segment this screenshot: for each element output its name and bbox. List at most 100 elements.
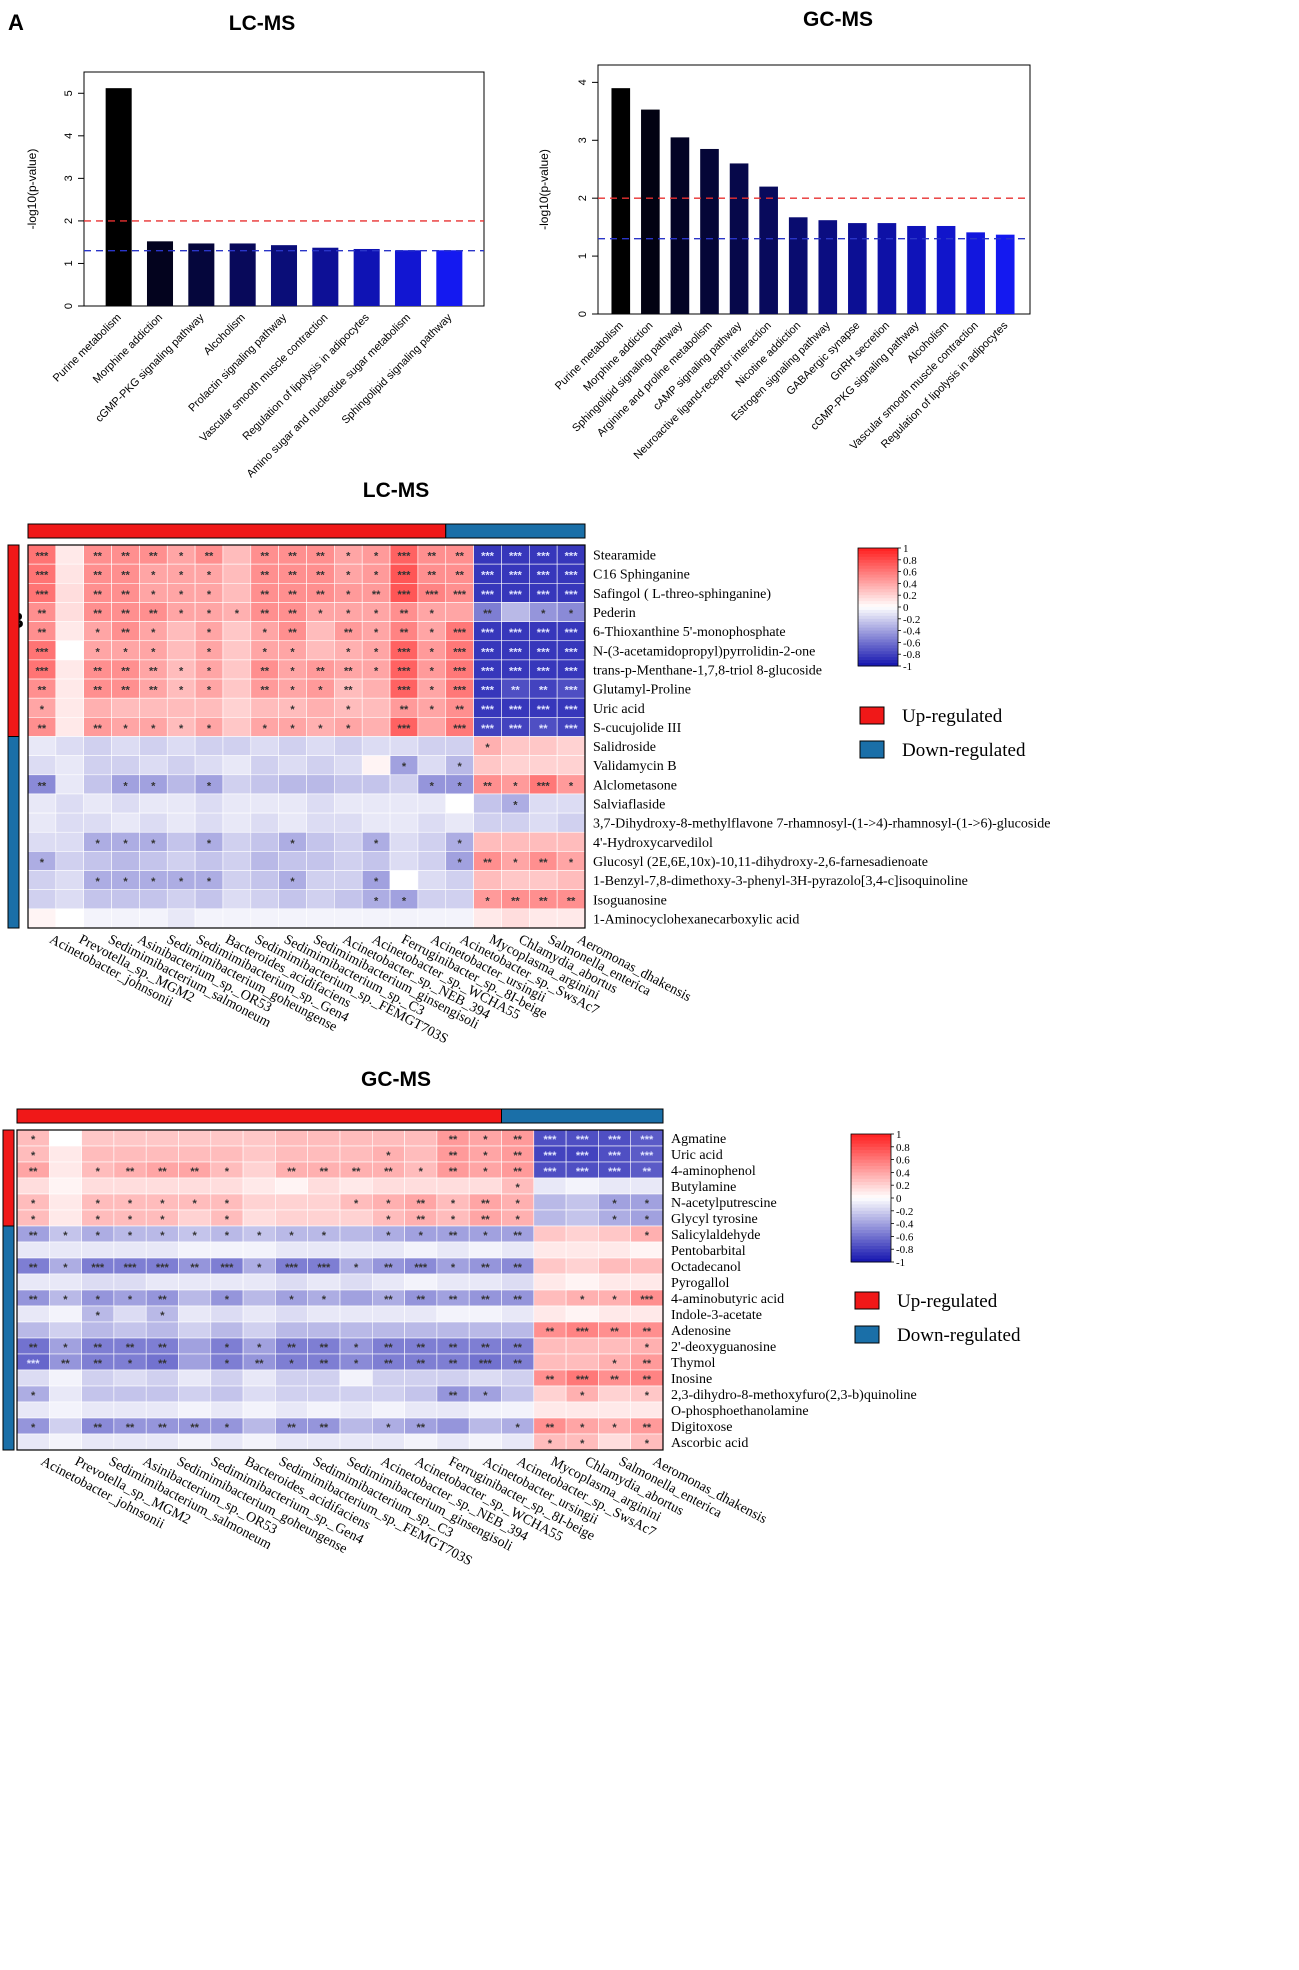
legend-swatch-up	[859, 706, 885, 725]
heatmap-cell	[445, 908, 474, 929]
colorbar-segment	[858, 598, 898, 602]
y-tick-label: 4	[63, 133, 75, 139]
bar	[353, 248, 380, 306]
heatmap-cell	[55, 889, 84, 910]
significance-mark: *	[207, 723, 212, 735]
heatmap-cell	[371, 1401, 405, 1419]
row-label: N-acetylputrescine	[671, 1196, 777, 1211]
significance-mark: **	[288, 627, 297, 639]
significance-mark: **	[455, 704, 464, 716]
significance-mark: *	[374, 838, 379, 850]
significance-mark: **	[316, 570, 325, 582]
significance-mark: *	[346, 589, 351, 601]
colorbar-segment	[858, 577, 898, 581]
bar	[966, 232, 985, 314]
heatmap-cell	[404, 1145, 438, 1163]
heatmap-cell	[278, 851, 307, 871]
heatmap-cell	[339, 1417, 373, 1435]
significance-mark: *	[513, 800, 518, 812]
heatmap-cell	[222, 563, 252, 584]
significance-mark: *	[386, 1214, 391, 1226]
significance-mark: *	[322, 1230, 327, 1242]
colorbar-segment	[851, 1214, 891, 1218]
heatmap-cell	[139, 793, 168, 814]
heatmap-cell	[501, 602, 530, 622]
heatmap-cell	[361, 793, 391, 814]
heatmap-cell	[166, 774, 196, 795]
row-label: 2,3-dihydro-8-methoxyfuro(2,3-b)quinolin…	[671, 1388, 917, 1403]
significance-mark: ***	[453, 627, 467, 639]
heatmap-cell	[250, 889, 279, 910]
heatmap-cell	[81, 1385, 115, 1403]
heatmap-cell	[533, 1305, 567, 1323]
significance-mark: *	[31, 1198, 36, 1210]
significance-mark: *	[95, 876, 100, 888]
significance-mark: **	[93, 665, 102, 677]
heatmap-cell	[210, 1369, 244, 1387]
significance-mark: **	[513, 1342, 522, 1354]
significance-mark: ***	[285, 1262, 299, 1274]
significance-mark: *	[458, 838, 463, 850]
significance-mark: ***	[398, 723, 412, 735]
row-label: Glucosyl (2E,6E,10x)-10,11-dihydroxy-2,6…	[593, 855, 928, 870]
heatmap-cell	[528, 793, 558, 814]
colorbar-tick-label: -0.2	[896, 1206, 913, 1218]
significance-mark: ***	[36, 646, 50, 658]
heatmap-cell	[55, 659, 84, 680]
heatmap-cell	[389, 812, 419, 833]
colorbar-segment	[858, 624, 898, 629]
row-label: Salidroside	[593, 740, 656, 755]
significance-mark: **	[38, 608, 47, 620]
heatmap-cell	[222, 544, 252, 565]
heatmap-cell	[417, 717, 447, 737]
heatmap-cell	[528, 812, 558, 833]
heatmap-cell	[55, 851, 84, 871]
heatmap-cell	[445, 870, 474, 890]
significance-mark: **	[416, 1342, 425, 1354]
significance-mark: *	[95, 627, 100, 639]
significance-mark: **	[288, 608, 297, 620]
significance-mark: *	[193, 1230, 198, 1242]
heatmap-cell	[210, 1433, 244, 1451]
heatmap-cell	[250, 851, 279, 871]
significance-mark: *	[612, 1198, 617, 1210]
significance-mark: ***	[398, 665, 412, 677]
significance-mark: **	[481, 1342, 490, 1354]
heatmap-cell	[339, 1433, 373, 1451]
heatmap-cell	[278, 793, 307, 814]
significance-mark: **	[546, 1374, 555, 1386]
significance-mark: *	[483, 1134, 488, 1146]
heatmap-cell	[371, 1129, 405, 1147]
significance-mark: *	[263, 723, 268, 735]
significance-mark: ***	[481, 723, 495, 735]
heatmap-cell	[389, 831, 419, 852]
significance-mark: *	[485, 742, 490, 754]
heatmap-cell	[222, 812, 252, 833]
heatmap-cell	[334, 736, 363, 756]
significance-mark: ***	[565, 589, 579, 601]
significance-mark: **	[38, 627, 47, 639]
significance-mark: **	[190, 1422, 199, 1434]
heatmap-cell	[275, 1401, 308, 1419]
heatmap-cell	[113, 1145, 147, 1163]
heatmap-cell	[389, 908, 419, 929]
heatmap-cell	[242, 1209, 276, 1227]
heatmap-cell	[48, 1177, 82, 1195]
significance-mark: **	[93, 685, 102, 697]
heatmap-cell	[222, 717, 252, 737]
heatmap-cell	[501, 1273, 535, 1291]
significance-mark: **	[344, 627, 353, 639]
significance-mark: *	[40, 704, 45, 716]
colorbar-segment	[858, 654, 898, 658]
heatmap-cell	[275, 1433, 308, 1451]
colorbar-segment	[851, 1150, 891, 1154]
heatmap-cell	[83, 755, 112, 776]
heatmap-cell	[48, 1273, 82, 1291]
colorbar-tick-label: -0.8	[896, 1244, 914, 1256]
heatmap-cell	[565, 1177, 599, 1195]
significance-mark: **	[643, 1358, 652, 1370]
heatmap-cell	[27, 831, 57, 852]
legend-label-up: Up-regulated	[902, 706, 1003, 727]
significance-mark: *	[290, 685, 295, 697]
significance-mark: ***	[398, 589, 412, 601]
